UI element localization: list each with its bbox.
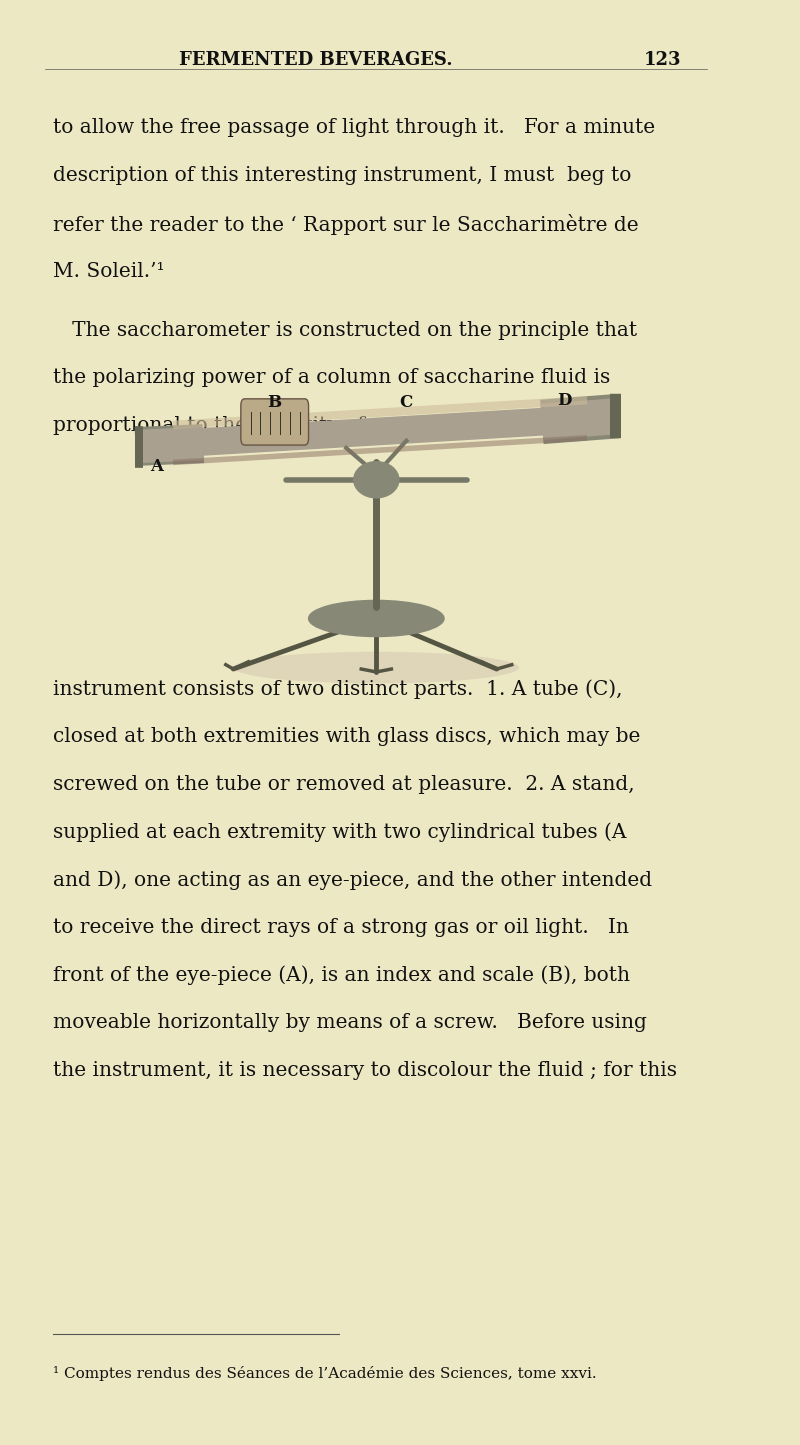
- Text: instrument consists of two distinct parts.  1. A tube (C),: instrument consists of two distinct part…: [53, 679, 622, 699]
- Ellipse shape: [234, 652, 519, 683]
- Text: the polarizing power of a column of saccharine fluid is: the polarizing power of a column of sacc…: [53, 368, 610, 387]
- Text: B: B: [267, 394, 282, 412]
- Text: D: D: [557, 392, 571, 409]
- Text: M. Soleil.’¹: M. Soleil.’¹: [53, 262, 164, 280]
- Text: 123: 123: [643, 51, 681, 68]
- Text: C: C: [399, 394, 412, 412]
- Text: screwed on the tube or removed at pleasure.  2. A stand,: screwed on the tube or removed at pleasu…: [53, 775, 634, 793]
- Text: to receive the direct rays of a strong gas or oil light.   In: to receive the direct rays of a strong g…: [53, 918, 629, 936]
- Text: A: A: [150, 458, 163, 475]
- Text: and D), one acting as an eye-piece, and the other intended: and D), one acting as an eye-piece, and …: [53, 870, 652, 890]
- Text: moveable horizontally by means of a screw.   Before using: moveable horizontally by means of a scre…: [53, 1013, 646, 1032]
- Ellipse shape: [354, 461, 399, 497]
- Text: supplied at each extremity with two cylindrical tubes (A: supplied at each extremity with two cyli…: [53, 822, 626, 842]
- Text: description of this interesting instrument, I must  beg to: description of this interesting instrume…: [53, 166, 631, 185]
- Text: the instrument, it is necessary to discolour the fluid ; for this: the instrument, it is necessary to disco…: [53, 1061, 677, 1079]
- Text: FERMENTED BEVERAGES.: FERMENTED BEVERAGES.: [179, 51, 453, 68]
- Text: front of the eye-piece (A), is an index and scale (B), both: front of the eye-piece (A), is an index …: [53, 965, 630, 985]
- Ellipse shape: [309, 601, 444, 636]
- Text: refer the reader to the ‘ Rapport sur le Saccharimètre de: refer the reader to the ‘ Rapport sur le…: [53, 214, 638, 236]
- FancyBboxPatch shape: [241, 399, 309, 445]
- Text: closed at both extremities with glass discs, which may be: closed at both extremities with glass di…: [53, 727, 640, 746]
- Text: to allow the free passage of light through it.   For a minute: to allow the free passage of light throu…: [53, 118, 655, 137]
- Text: The saccharometer is constructed on the principle that: The saccharometer is constructed on the …: [53, 321, 637, 340]
- Text: proportional to the quantity of sugar it contains.   The: proportional to the quantity of sugar it…: [53, 416, 606, 435]
- Text: ¹ Comptes rendus des Séances de l’Académie des Sciences, tome xxvi.: ¹ Comptes rendus des Séances de l’Académ…: [53, 1366, 596, 1380]
